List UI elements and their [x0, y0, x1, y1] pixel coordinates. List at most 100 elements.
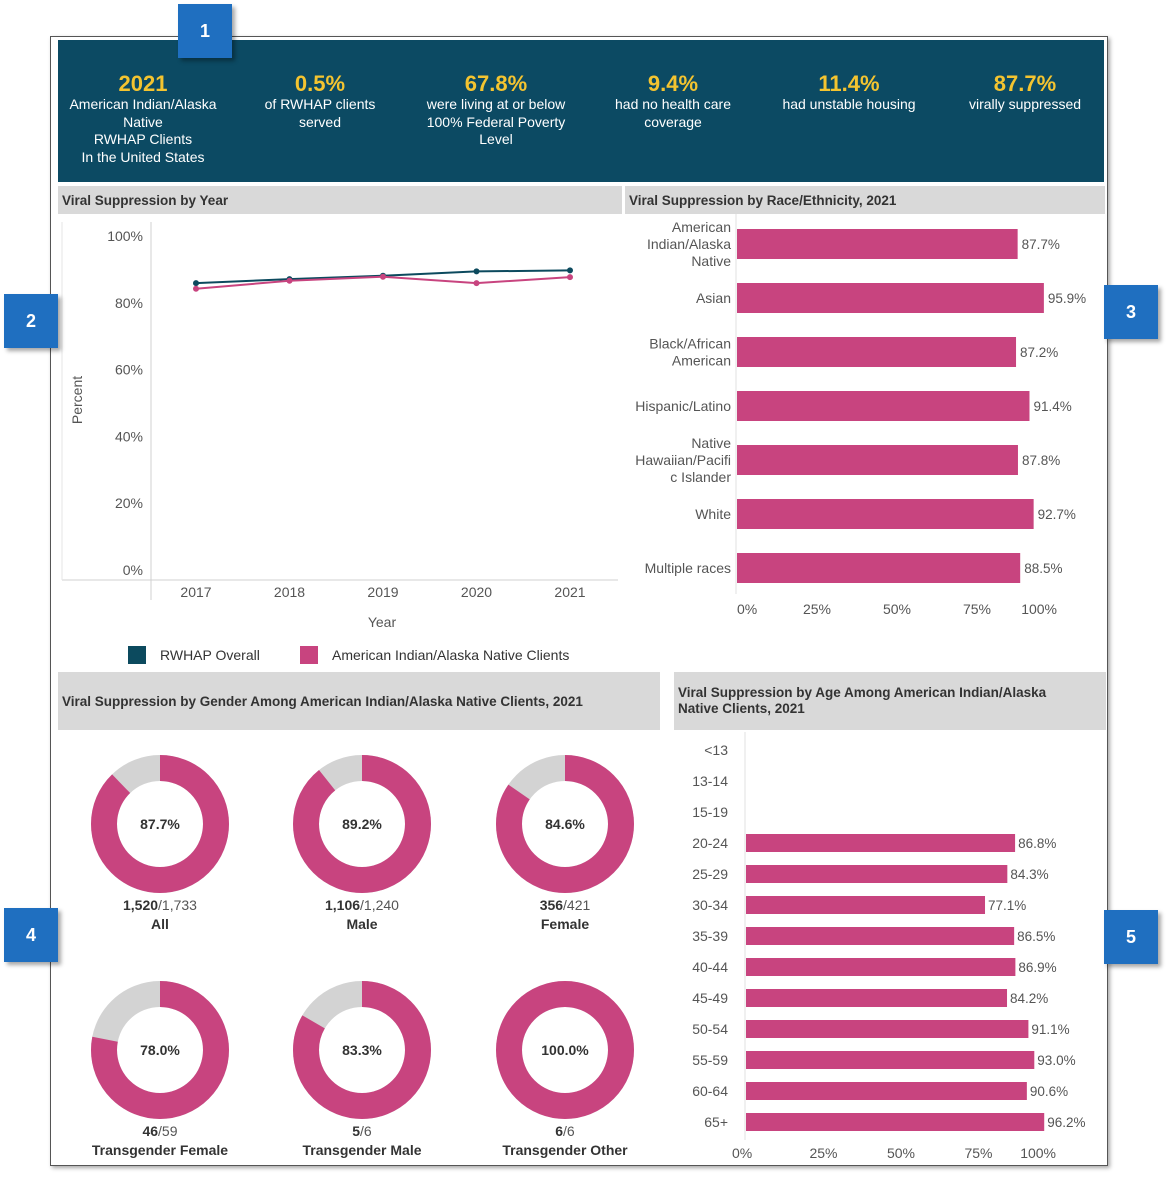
donut-center-label: 87.7% [140, 816, 180, 832]
stat-value: 0.5% [294, 71, 346, 96]
category-label: Native [691, 253, 731, 269]
stat-poverty: 67.8% were living at or below 100% Feder… [408, 72, 584, 149]
legend-swatch-aian [300, 646, 318, 664]
gender-donut-chart: 87.7% 1,520/1,733 All 89.2% 1,106/1,240 Male 8… [91, 755, 634, 1158]
bar [746, 1082, 1027, 1100]
count-numerator: 1,106 [325, 897, 360, 913]
y-tick-label: 60% [115, 362, 143, 378]
callout-4: 4 [4, 908, 58, 962]
bar-value-label: 86.8% [1018, 836, 1056, 851]
category-label: 60-64 [692, 1083, 728, 1099]
bar-value-label: 86.5% [1017, 929, 1055, 944]
stat-value: 9.4% [647, 71, 699, 96]
category-label: American [672, 353, 731, 369]
count-numerator: 356 [540, 897, 564, 913]
donut-category-label: Male [346, 916, 377, 932]
bar-value-label: 87.8% [1022, 453, 1060, 468]
x-tick-label: 2020 [461, 584, 492, 600]
count-denominator: /1,733 [158, 897, 197, 913]
bar [737, 445, 1018, 475]
count-numerator: 46 [142, 1123, 158, 1139]
category-label: c Islander [670, 469, 731, 485]
y-axis-title: Percent [69, 376, 85, 424]
legend-swatch-overall [128, 646, 146, 664]
bar-value-label: 93.0% [1037, 1053, 1075, 1068]
stat-share-served: 0.5% of RWHAP clients served [245, 72, 395, 131]
category-label: 13-14 [692, 773, 728, 789]
y-tick-label: 40% [115, 428, 143, 444]
bar [737, 283, 1044, 313]
x-tick-label: 2018 [274, 584, 305, 600]
stat-value: 11.4% [818, 71, 880, 96]
stat-value: 2021 [118, 71, 168, 96]
stat-value: 87.7% [993, 71, 1057, 96]
donut-category-label: Female [541, 916, 589, 932]
donut-count: 1,520/1,733 [123, 897, 197, 913]
category-label: Multiple races [645, 560, 731, 576]
age-bar-chart: <13 13-14 15-19 20-24 86.8% 25-29 84.3% 30-34 77… [692, 732, 1086, 1161]
donut-slice [293, 981, 431, 1119]
donut-center-label: 84.6% [545, 816, 585, 832]
category-label: <13 [704, 742, 728, 758]
callout-2: 2 [4, 294, 58, 348]
donut-count: 356/421 [540, 897, 591, 913]
bar [746, 927, 1015, 945]
donut-slice [496, 981, 634, 1119]
donut-count: 1,106/1,240 [325, 897, 399, 913]
bar-value-label: 84.2% [1010, 991, 1048, 1006]
legend-item-aian: American Indian/Alaska Native Clients [300, 646, 569, 664]
bar-value-label: 86.9% [1018, 960, 1056, 975]
stat-label: virally suppressed [968, 96, 1082, 112]
bar [746, 1020, 1029, 1038]
bar-value-label: 96.2% [1047, 1115, 1085, 1130]
data-point [193, 285, 199, 292]
x-tick-label: 100% [1020, 1145, 1056, 1161]
data-point [380, 273, 386, 280]
bar-value-label: 77.1% [988, 898, 1026, 913]
legend-label: American Indian/Alaska Native Clients [332, 647, 570, 663]
dashboard-frame [50, 36, 1108, 1166]
data-point [473, 280, 480, 287]
count-denominator: /6 [360, 1123, 372, 1139]
y-tick-label: 0% [123, 562, 143, 578]
count-denominator: /59 [158, 1123, 178, 1139]
x-tick-label: 2017 [180, 584, 211, 600]
bar-value-label: 88.5% [1024, 561, 1062, 576]
gender-chart-title: Viral Suppression by Gender Among Americ… [58, 672, 660, 730]
category-label: 20-24 [692, 835, 728, 851]
category-label: Hawaiian/Pacifi [635, 452, 731, 468]
bar [746, 865, 1008, 883]
bar [737, 337, 1017, 367]
race-bar-chart: 87.7%AmericanIndian/AlaskaNative95.9%Asi… [635, 214, 1086, 617]
x-tick-label: 25% [809, 1145, 837, 1161]
bar [746, 989, 1008, 1007]
legend-label: RWHAP Overall [160, 647, 260, 663]
bar-value-label: 91.4% [1033, 399, 1071, 414]
age-chart-title: Viral Suppression by Age Among American … [674, 672, 1106, 730]
category-label: White [695, 506, 731, 522]
race-chart-title: Viral Suppression by Race/Ethnicity, 202… [625, 186, 1105, 214]
bar [737, 553, 1021, 583]
count-numerator: 5 [352, 1123, 360, 1139]
callout-5: 5 [1104, 910, 1158, 964]
callout-3: 3 [1104, 285, 1158, 339]
data-point [567, 274, 573, 281]
count-numerator: 1,520 [123, 897, 158, 913]
category-label: 40-44 [692, 959, 728, 975]
category-label: 55-59 [692, 1052, 728, 1068]
donut-count: 46/59 [142, 1123, 177, 1139]
count-denominator: /421 [563, 897, 590, 913]
bar-value-label: 87.7% [1022, 237, 1060, 252]
y-tick-label: 100% [107, 228, 143, 244]
donut-center-label: 89.2% [342, 816, 382, 832]
category-label: 45-49 [692, 990, 728, 1006]
category-label: 50-54 [692, 1021, 728, 1037]
y-tick-label: 80% [115, 295, 143, 311]
x-tick-label: 50% [887, 1145, 915, 1161]
bar [746, 834, 1016, 852]
donut-category-label: Transgender Other [502, 1142, 628, 1158]
category-label: Black/African [649, 336, 731, 352]
x-tick-label: 75% [964, 1145, 992, 1161]
donut-count: 5/6 [352, 1123, 372, 1139]
summary-banner: 2021 American Indian/Alaska Native RWHAP… [58, 40, 1104, 182]
